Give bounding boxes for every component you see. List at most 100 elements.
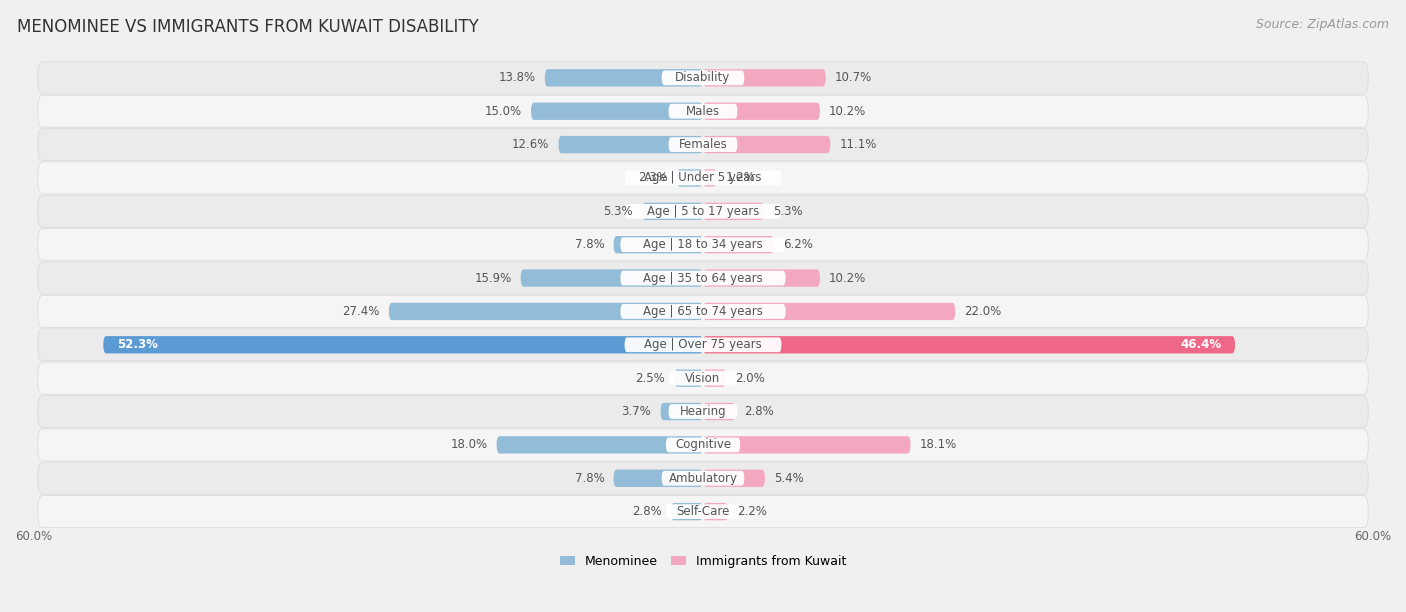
FancyBboxPatch shape [620, 237, 786, 252]
FancyBboxPatch shape [38, 262, 1368, 294]
Text: 15.9%: 15.9% [474, 272, 512, 285]
Text: Age | 35 to 64 years: Age | 35 to 64 years [643, 272, 763, 285]
Text: 5.3%: 5.3% [773, 205, 803, 218]
Text: 27.4%: 27.4% [342, 305, 380, 318]
FancyBboxPatch shape [703, 503, 728, 520]
Text: 60.0%: 60.0% [15, 530, 52, 543]
Text: Age | 65 to 74 years: Age | 65 to 74 years [643, 305, 763, 318]
Text: 15.0%: 15.0% [485, 105, 522, 118]
Legend: Menominee, Immigrants from Kuwait: Menominee, Immigrants from Kuwait [555, 550, 851, 573]
FancyBboxPatch shape [671, 503, 703, 520]
FancyBboxPatch shape [669, 137, 737, 152]
Text: Age | 18 to 34 years: Age | 18 to 34 years [643, 238, 763, 251]
Text: 5.3%: 5.3% [603, 205, 633, 218]
FancyBboxPatch shape [703, 269, 820, 287]
FancyBboxPatch shape [703, 436, 911, 453]
FancyBboxPatch shape [620, 304, 786, 319]
Text: 12.6%: 12.6% [512, 138, 550, 151]
FancyBboxPatch shape [531, 103, 703, 120]
FancyBboxPatch shape [520, 269, 703, 287]
Text: Source: ZipAtlas.com: Source: ZipAtlas.com [1256, 18, 1389, 31]
Text: 46.4%: 46.4% [1180, 338, 1222, 351]
Text: 5.4%: 5.4% [775, 472, 804, 485]
FancyBboxPatch shape [558, 136, 703, 153]
Text: 2.3%: 2.3% [638, 171, 668, 184]
FancyBboxPatch shape [703, 103, 820, 120]
FancyBboxPatch shape [103, 336, 703, 354]
Text: 52.3%: 52.3% [117, 338, 157, 351]
FancyBboxPatch shape [675, 370, 703, 387]
FancyBboxPatch shape [38, 195, 1368, 227]
FancyBboxPatch shape [389, 303, 703, 320]
FancyBboxPatch shape [669, 104, 737, 119]
FancyBboxPatch shape [38, 429, 1368, 461]
Text: 60.0%: 60.0% [1354, 530, 1391, 543]
Text: 18.1%: 18.1% [920, 438, 957, 452]
FancyBboxPatch shape [38, 496, 1368, 528]
Text: 11.1%: 11.1% [839, 138, 877, 151]
Text: 6.2%: 6.2% [783, 238, 813, 251]
FancyBboxPatch shape [38, 362, 1368, 394]
Text: Females: Females [679, 138, 727, 151]
FancyBboxPatch shape [38, 129, 1368, 160]
Text: 2.2%: 2.2% [737, 505, 768, 518]
FancyBboxPatch shape [496, 436, 703, 453]
Text: Hearing: Hearing [679, 405, 727, 418]
Text: MENOMINEE VS IMMIGRANTS FROM KUWAIT DISABILITY: MENOMINEE VS IMMIGRANTS FROM KUWAIT DISA… [17, 18, 478, 36]
FancyBboxPatch shape [38, 296, 1368, 327]
Text: 22.0%: 22.0% [965, 305, 1001, 318]
Text: 3.7%: 3.7% [621, 405, 651, 418]
FancyBboxPatch shape [703, 170, 717, 187]
Text: Disability: Disability [675, 72, 731, 84]
FancyBboxPatch shape [38, 62, 1368, 94]
FancyBboxPatch shape [703, 236, 775, 253]
FancyBboxPatch shape [613, 236, 703, 253]
FancyBboxPatch shape [38, 229, 1368, 261]
Text: Cognitive: Cognitive [675, 438, 731, 452]
FancyBboxPatch shape [703, 370, 725, 387]
FancyBboxPatch shape [703, 336, 1234, 354]
FancyBboxPatch shape [38, 462, 1368, 494]
FancyBboxPatch shape [38, 329, 1368, 361]
Text: 2.5%: 2.5% [636, 371, 665, 385]
FancyBboxPatch shape [624, 204, 782, 218]
Text: 10.7%: 10.7% [835, 72, 872, 84]
FancyBboxPatch shape [703, 403, 735, 420]
FancyBboxPatch shape [666, 438, 740, 452]
Text: 2.8%: 2.8% [631, 505, 662, 518]
Text: 10.2%: 10.2% [830, 272, 866, 285]
FancyBboxPatch shape [544, 69, 703, 86]
FancyBboxPatch shape [703, 469, 765, 487]
FancyBboxPatch shape [703, 303, 955, 320]
FancyBboxPatch shape [662, 471, 744, 486]
FancyBboxPatch shape [620, 271, 786, 285]
Text: 2.0%: 2.0% [735, 371, 765, 385]
Text: Age | Over 75 years: Age | Over 75 years [644, 338, 762, 351]
Text: 13.8%: 13.8% [499, 72, 536, 84]
Text: Age | Under 5 years: Age | Under 5 years [644, 171, 762, 184]
Text: 2.8%: 2.8% [744, 405, 775, 418]
Text: 7.8%: 7.8% [575, 238, 605, 251]
Text: Vision: Vision [685, 371, 721, 385]
Text: 18.0%: 18.0% [450, 438, 488, 452]
FancyBboxPatch shape [661, 403, 703, 420]
FancyBboxPatch shape [666, 504, 740, 519]
FancyBboxPatch shape [624, 337, 782, 352]
Text: 7.8%: 7.8% [575, 472, 605, 485]
FancyBboxPatch shape [703, 203, 763, 220]
FancyBboxPatch shape [38, 95, 1368, 127]
FancyBboxPatch shape [669, 371, 737, 386]
FancyBboxPatch shape [676, 170, 703, 187]
Text: Males: Males [686, 105, 720, 118]
Text: Self-Care: Self-Care [676, 505, 730, 518]
FancyBboxPatch shape [38, 395, 1368, 428]
FancyBboxPatch shape [662, 70, 744, 85]
FancyBboxPatch shape [669, 404, 737, 419]
FancyBboxPatch shape [613, 469, 703, 487]
Text: Ambulatory: Ambulatory [668, 472, 738, 485]
FancyBboxPatch shape [703, 136, 831, 153]
Text: 1.2%: 1.2% [725, 171, 756, 184]
FancyBboxPatch shape [643, 203, 703, 220]
FancyBboxPatch shape [38, 162, 1368, 194]
Text: 10.2%: 10.2% [830, 105, 866, 118]
